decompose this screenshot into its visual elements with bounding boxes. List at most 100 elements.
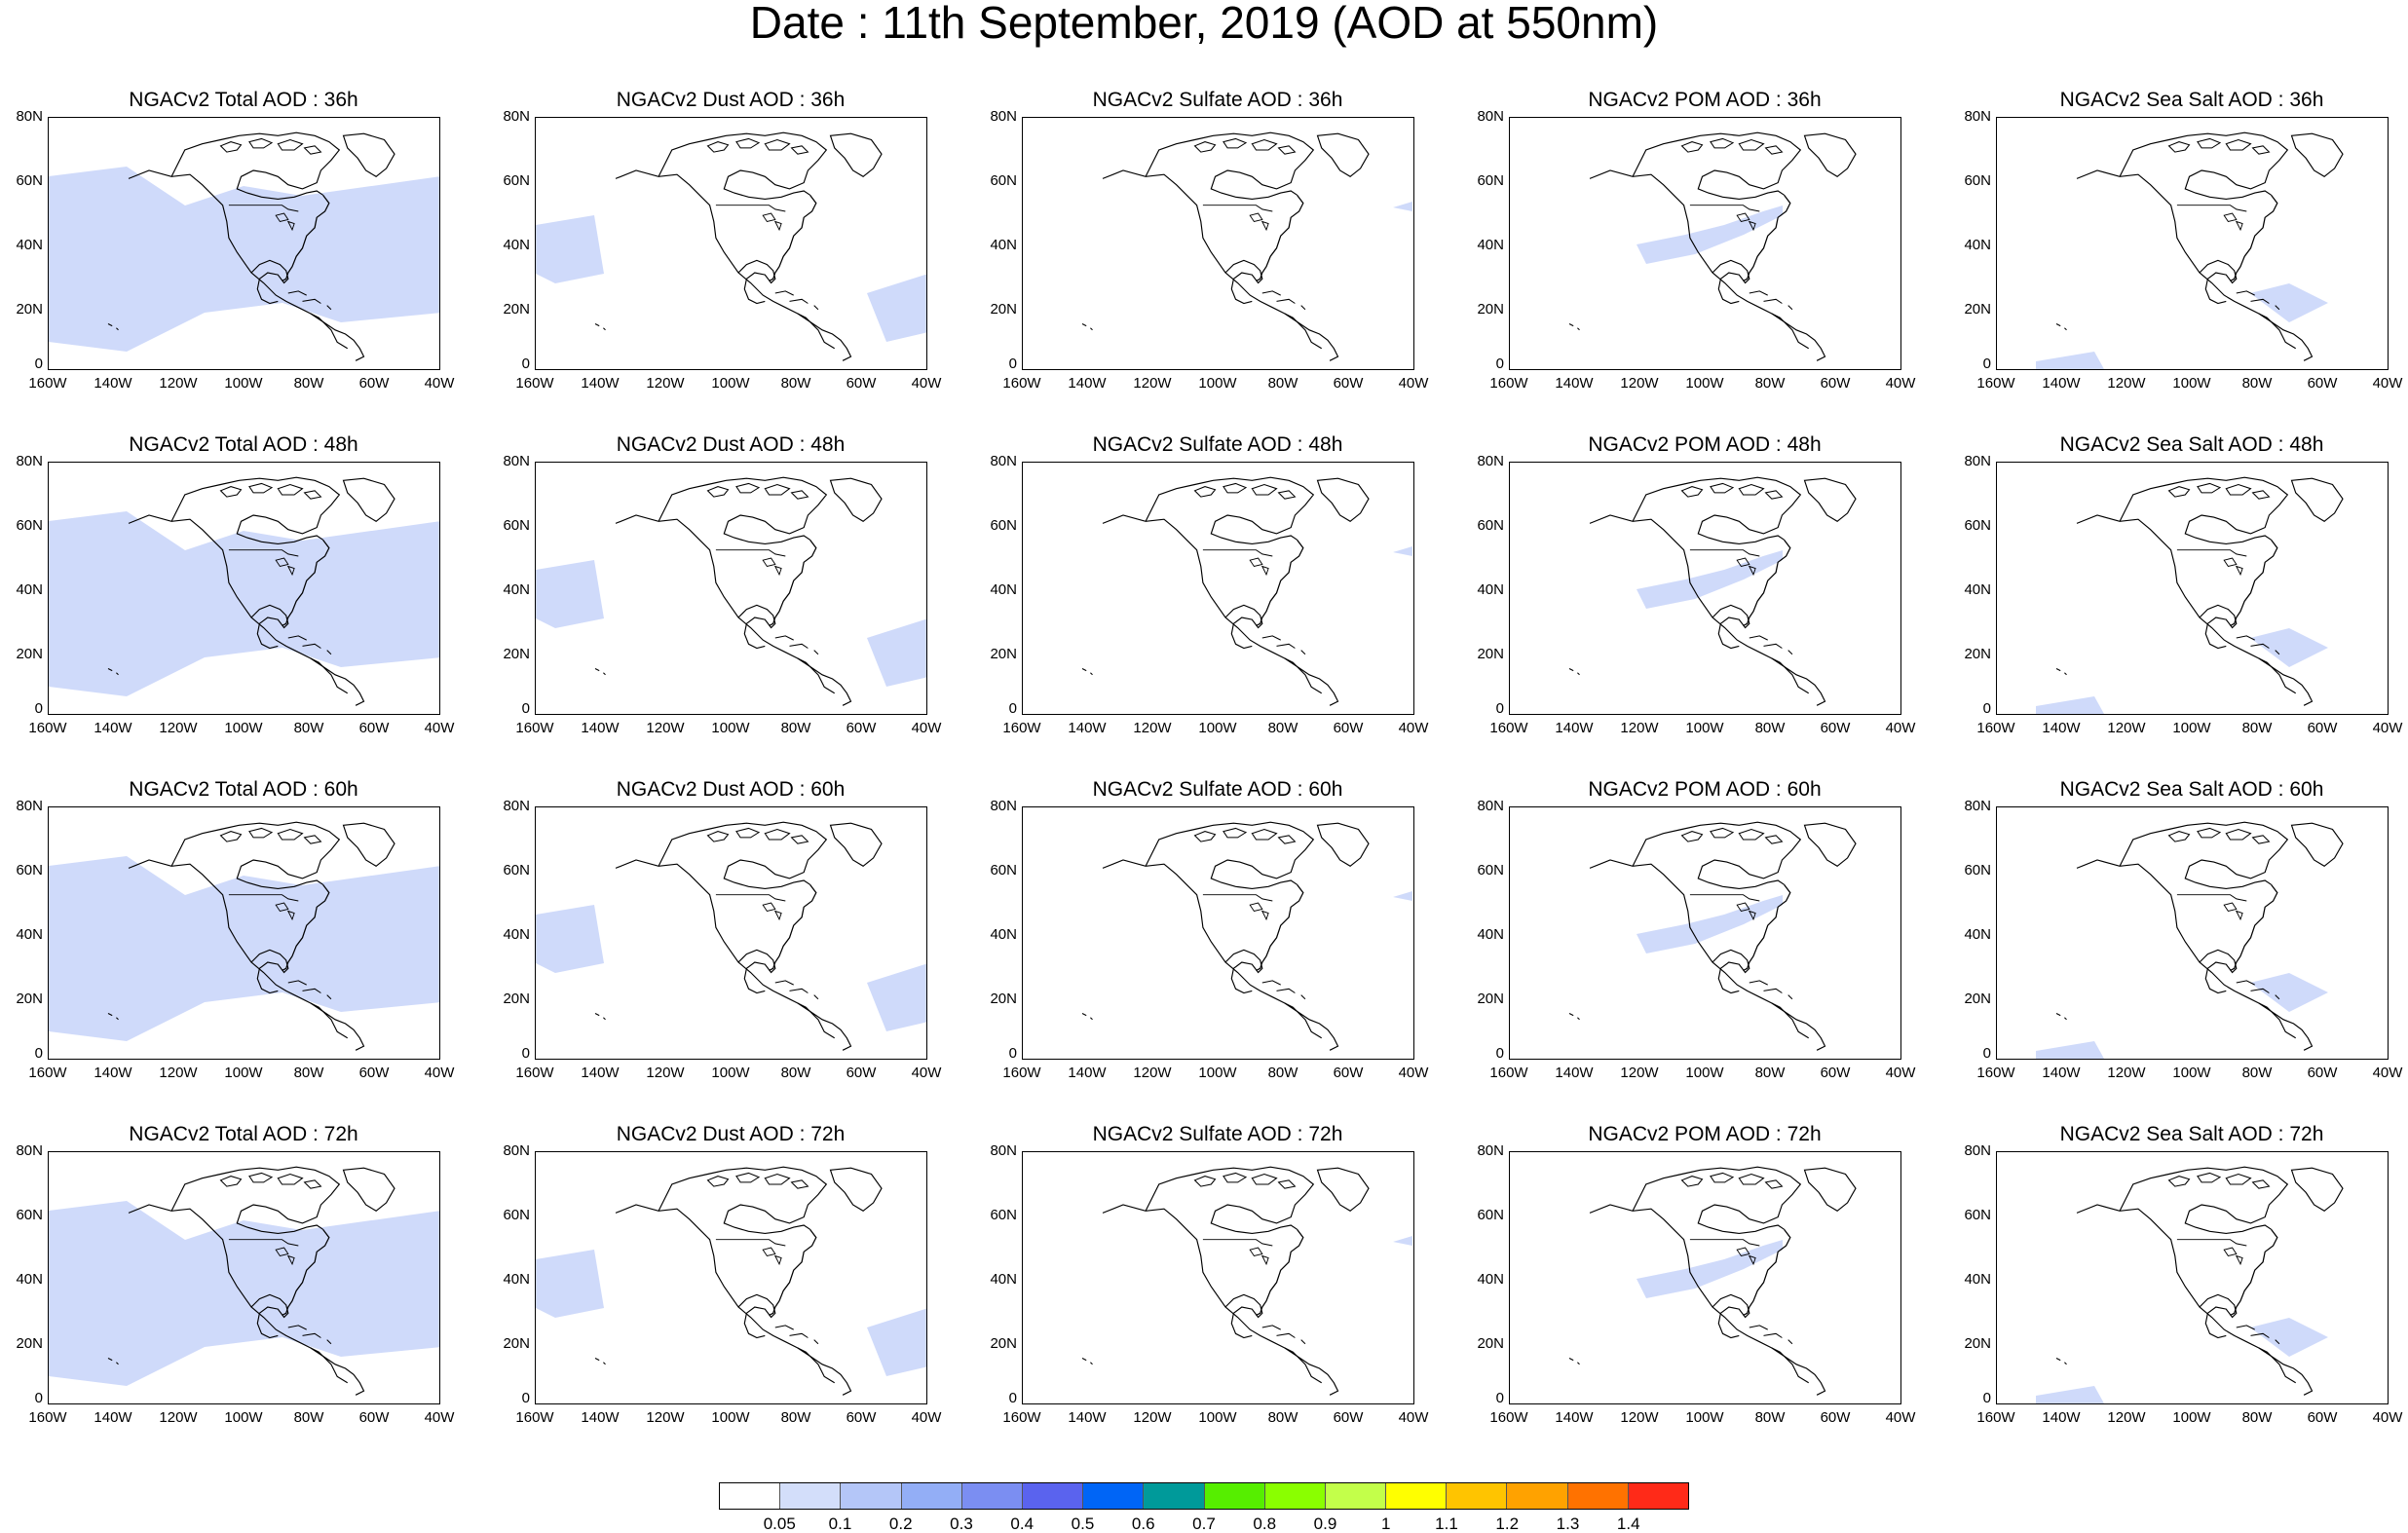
map-area [1509, 462, 1901, 715]
aod-region [536, 560, 604, 628]
panel-title: NGACv2 POM AOD : 48h [1588, 433, 1822, 456]
lon-tick-label: 140W [1555, 720, 1594, 736]
map-panel: NGACv2 Dust AOD : 36h 80N 60N 40N 20N 0 160W 14… [487, 86, 974, 417]
map-panel: NGACv2 Dust AOD : 72h 80N 60N 40N 20N 0 160W 14… [487, 1120, 974, 1451]
map-area [48, 117, 440, 370]
map-panel: NGACv2 POM AOD : 72h 80N 60N 40N 20N 0 160W 140… [1461, 1120, 1948, 1451]
lat-tick-label: 60N [990, 172, 1017, 189]
aod-region [49, 856, 439, 1041]
lon-tick-label: 40W [1885, 375, 1916, 392]
lat-tick-label: 0 [521, 1045, 530, 1062]
lon-tick-label: 80W [780, 1065, 811, 1081]
lon-tick-label: 100W [711, 720, 750, 736]
panel-title: NGACv2 Total AOD : 60h [129, 778, 358, 801]
lat-tick-label: 20N [990, 646, 1017, 662]
lat-tick-label: 60N [1964, 172, 1991, 189]
lon-tick-label: 40W [2372, 1409, 2403, 1426]
lat-tick-label: 20N [16, 991, 43, 1007]
colorbar-cell [1264, 1483, 1326, 1509]
colorbar-cell [1567, 1483, 1629, 1509]
map-area [1996, 1151, 2389, 1404]
lat-tick-label: 60N [990, 862, 1017, 879]
aod-region [1637, 1240, 1783, 1298]
lon-tick-label: 40W [911, 720, 942, 736]
panel-title: NGACv2 Sulfate AOD : 72h [1092, 1123, 1343, 1145]
lat-tick-label: 20N [1964, 991, 1991, 1007]
lat-tick-label: 20N [503, 646, 530, 662]
lat-tick-label: 40N [1477, 581, 1504, 598]
lon-tick-label: 80W [2241, 1409, 2273, 1426]
lat-tick-label: 20N [503, 301, 530, 318]
lon-tick-label: 80W [780, 1409, 811, 1426]
lon-tick-label: 60W [358, 1409, 390, 1426]
lon-tick-label: 120W [1620, 720, 1659, 736]
lat-tick-label: 60N [990, 517, 1017, 534]
lon-tick-label: 60W [1333, 720, 1364, 736]
lat-tick-label: 60N [1964, 862, 1991, 879]
colorbar-label: 0.9 [1313, 1514, 1337, 1533]
lon-tick-label: 120W [2107, 375, 2146, 392]
lat-tick-label: 60N [990, 1207, 1017, 1223]
lon-tick-label: 120W [646, 720, 685, 736]
lon-tick-label: 40W [1885, 1065, 1916, 1081]
lat-tick-label: 20N [503, 991, 530, 1007]
colorbar-label: 1.1 [1435, 1514, 1458, 1533]
lat-tick-label: 80N [1964, 108, 1991, 125]
lat-tick-label: 0 [1982, 700, 1991, 717]
map-panel: NGACv2 Sea Salt AOD : 36h 80N 60N 40N 20N 0 16… [1948, 86, 2408, 417]
map-panel: NGACv2 Sea Salt AOD : 48h 80N 60N 40N 20N 0 16… [1948, 430, 2408, 762]
lat-tick-label: 80N [503, 453, 530, 469]
lon-tick-label: 120W [1133, 1409, 1172, 1426]
map-panel: NGACv2 Dust AOD : 48h 80N 60N 40N 20N 0 160W 14… [487, 430, 974, 762]
aod-region [2036, 696, 2104, 714]
lon-tick-label: 100W [2172, 375, 2211, 392]
lat-tick-label: 80N [990, 453, 1017, 469]
lat-tick-label: 20N [16, 301, 43, 318]
map-area [1509, 1151, 1901, 1404]
lon-tick-label: 160W [1489, 1065, 1528, 1081]
map-area [535, 1151, 927, 1404]
lat-tick-label: 0 [1982, 355, 1991, 372]
lon-tick-label: 140W [1068, 720, 1107, 736]
lon-tick-label: 60W [358, 720, 390, 736]
lon-tick-label: 100W [2172, 1065, 2211, 1081]
lon-tick-label: 160W [515, 375, 554, 392]
lon-tick-label: 100W [1198, 1065, 1237, 1081]
panel-title: NGACv2 Sulfate AOD : 48h [1092, 433, 1343, 456]
lat-tick-label: 40N [503, 581, 530, 598]
lat-tick-label: 80N [990, 1142, 1017, 1159]
panel-title: NGACv2 Sea Salt AOD : 48h [2059, 433, 2324, 456]
colorbar-label: 1.2 [1495, 1514, 1520, 1533]
lat-tick-label: 40N [1477, 926, 1504, 943]
lat-tick-label: 0 [1008, 700, 1017, 717]
aod-region [536, 905, 604, 973]
lon-tick-label: 40W [2372, 1065, 2403, 1081]
colorbar-label: 1 [1381, 1514, 1391, 1533]
aod-region [49, 1201, 439, 1386]
lon-tick-label: 60W [1820, 1409, 1851, 1426]
lon-tick-label: 160W [1002, 1065, 1041, 1081]
colorbar-label: 0.6 [1131, 1514, 1155, 1533]
aod-region [1393, 891, 1412, 901]
map-area [1022, 1151, 1414, 1404]
lat-tick-label: 80N [503, 798, 530, 814]
aod-region [1393, 202, 1412, 211]
panel-title: NGACv2 Dust AOD : 60h [616, 778, 846, 801]
panel-title: NGACv2 Sulfate AOD : 60h [1092, 778, 1343, 801]
lat-tick-label: 0 [521, 355, 530, 372]
lat-tick-label: 60N [1477, 862, 1504, 879]
lat-tick-label: 20N [16, 646, 43, 662]
aod-region [2036, 1041, 2104, 1059]
lon-tick-label: 40W [424, 1065, 455, 1081]
map-panel: NGACv2 Total AOD : 36h 80N 60N 40N 20N 0 160W 1… [0, 86, 487, 417]
lon-tick-label: 80W [1267, 720, 1298, 736]
colorbar-cell [1447, 1483, 1508, 1509]
lon-tick-label: 120W [646, 1065, 685, 1081]
map-panel: NGACv2 Sea Salt AOD : 72h 80N 60N 40N 20N 0 16… [1948, 1120, 2408, 1451]
lon-tick-label: 140W [581, 1409, 620, 1426]
lat-tick-label: 40N [16, 237, 43, 253]
aod-region [49, 167, 439, 352]
panel-title: NGACv2 Sea Salt AOD : 72h [2059, 1123, 2324, 1145]
lat-tick-label: 0 [34, 1045, 43, 1062]
map-panel: NGACv2 Sulfate AOD : 48h 80N 60N 40N 20N 0 160… [974, 430, 1461, 762]
